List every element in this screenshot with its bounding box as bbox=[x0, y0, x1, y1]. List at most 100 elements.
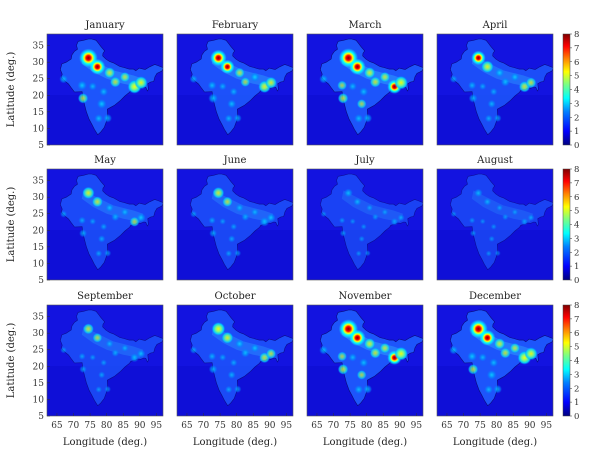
hotspot-ahmedabad bbox=[337, 80, 347, 91]
hotspot-bangladesh bbox=[134, 76, 148, 90]
x-tick-label: 80 bbox=[361, 421, 373, 431]
hotspot-indore bbox=[88, 82, 97, 91]
hotspot-bangalore bbox=[484, 385, 494, 394]
hotspot-karachi bbox=[320, 211, 327, 218]
y-tick-label: 15 bbox=[33, 379, 45, 389]
hotspot-patna bbox=[241, 213, 250, 221]
hotspot-bihar bbox=[379, 342, 391, 354]
hotspot-bangladesh bbox=[266, 213, 276, 223]
hotspot-bihar bbox=[381, 208, 389, 216]
x-tick-label: 75 bbox=[84, 421, 96, 431]
x-tick-label: 70 bbox=[198, 421, 210, 431]
hotspot-bangladesh bbox=[394, 75, 408, 90]
y-tick-label: 30 bbox=[33, 58, 45, 68]
hotspot-chennai bbox=[103, 113, 112, 123]
hotspot-lucknow bbox=[363, 338, 376, 350]
hotspot-indore bbox=[479, 82, 487, 90]
hotspot-indore bbox=[218, 82, 227, 91]
y-tick-label: 10 bbox=[33, 395, 45, 405]
y-axis-label: Latitude (deg.) bbox=[6, 187, 17, 263]
x-tick-label: 80 bbox=[231, 421, 243, 431]
hotspot-mumbai bbox=[79, 229, 88, 238]
y-tick-label: 10 bbox=[33, 124, 45, 134]
colorbar bbox=[562, 304, 571, 417]
map-panel-may: May 35 30 25 20 15 10 5 bbox=[33, 155, 164, 286]
hotspot-mumbai bbox=[79, 365, 87, 373]
hotspot-punjab bbox=[212, 187, 225, 199]
hotspot-lucknow bbox=[494, 68, 505, 78]
hotspot-delhi bbox=[220, 59, 235, 74]
hotspot-lucknow bbox=[493, 338, 506, 350]
hotspot-ahmedabad bbox=[467, 351, 477, 362]
hotspot-bangalore bbox=[225, 250, 233, 257]
map-panel-november: November 65 70 75 80 85 90 95 bbox=[306, 291, 424, 431]
hotspot-delhi bbox=[479, 329, 496, 346]
hotspot-delhi bbox=[483, 197, 492, 206]
map-panel-july: July bbox=[306, 155, 424, 281]
panel-title: October bbox=[215, 291, 256, 302]
y-tick-label: 20 bbox=[33, 362, 45, 372]
panel-frame bbox=[176, 33, 294, 146]
x-tick-label: 65 bbox=[441, 421, 453, 431]
colorbar-tick-label: 8 bbox=[574, 301, 579, 311]
hotspot-punjab bbox=[82, 323, 94, 335]
panel-frame bbox=[46, 304, 164, 417]
hotspot-lucknow bbox=[366, 204, 373, 212]
colorbar-tick-label: 7 bbox=[574, 44, 579, 54]
hotspot-chennai bbox=[234, 249, 242, 257]
hotspot-delhi bbox=[91, 196, 103, 208]
x-tick-label: 65 bbox=[51, 421, 63, 431]
hotspot-bangalore bbox=[354, 114, 364, 123]
hotspot-bihar bbox=[509, 342, 521, 354]
colorbar-tick-label: 4 bbox=[574, 86, 579, 96]
map-panel-december: December 65 70 75 80 85 90 95 bbox=[436, 291, 554, 431]
colorbar-tick-label: 8 bbox=[574, 30, 579, 40]
x-tick-label: 85 bbox=[248, 421, 260, 431]
hotspot-karachi bbox=[60, 210, 68, 218]
hotspot-ahmedabad bbox=[207, 81, 217, 90]
hotspot-nagpur bbox=[230, 223, 238, 231]
hotspot-bangladesh bbox=[394, 346, 408, 361]
colorbar-tick-label: 3 bbox=[574, 234, 579, 244]
hotspot-hyderabad bbox=[98, 371, 106, 379]
x-tick-label: 75 bbox=[474, 421, 486, 431]
hotspot-lucknow bbox=[496, 204, 503, 212]
hotspot-patna bbox=[369, 76, 381, 88]
hotspot-hyderabad bbox=[227, 99, 237, 109]
x-tick-label: 95 bbox=[411, 421, 423, 431]
map-panel-january: January 35 30 25 20 15 10 5 bbox=[33, 20, 164, 151]
x-tick-label: 75 bbox=[214, 421, 226, 431]
panel-frame bbox=[46, 168, 164, 281]
x-tick-label: 95 bbox=[151, 421, 163, 431]
y-axis-label: Latitude (deg.) bbox=[6, 52, 17, 128]
hotspot-hyderabad bbox=[228, 235, 236, 243]
y-tick-label: 10 bbox=[33, 259, 45, 269]
hotspot-bangladesh bbox=[136, 349, 146, 359]
hotspot-bihar bbox=[379, 71, 391, 83]
hotspot-karachi bbox=[189, 75, 198, 84]
colorbar-tick-label: 0 bbox=[574, 276, 579, 286]
panel-frame bbox=[306, 304, 424, 417]
y-tick-label: 35 bbox=[33, 42, 45, 52]
hotspot-punjab bbox=[344, 188, 353, 198]
hotspot-delhi bbox=[221, 331, 234, 344]
hotspot-bihar bbox=[119, 71, 131, 83]
panel-frame bbox=[436, 304, 554, 417]
hotspot-karachi bbox=[59, 74, 68, 84]
y-tick-label: 35 bbox=[33, 313, 45, 323]
hotspot-mumbai bbox=[339, 230, 347, 237]
hotspot-chennai bbox=[104, 385, 111, 393]
x-axis-label: Longitude (deg.) bbox=[453, 437, 537, 448]
colorbar-tick-label: 6 bbox=[574, 329, 579, 339]
hotspot-bihar bbox=[510, 72, 520, 82]
colorbar-tick-label: 1 bbox=[574, 127, 579, 137]
hotspot-indore bbox=[219, 353, 227, 361]
hotspot-hyderabad bbox=[488, 235, 495, 242]
colorbar-tick-label: 3 bbox=[574, 370, 579, 380]
x-tick-label: 80 bbox=[101, 421, 113, 431]
colorbar-row-3: 8 7 6 5 4 3 2 1 0 bbox=[562, 301, 579, 422]
hotspot-ahmedabad bbox=[469, 217, 476, 224]
hotspot-nagpur bbox=[489, 87, 498, 96]
hotspot-lucknow bbox=[235, 339, 245, 349]
colorbar-tick-label: 0 bbox=[574, 412, 579, 422]
